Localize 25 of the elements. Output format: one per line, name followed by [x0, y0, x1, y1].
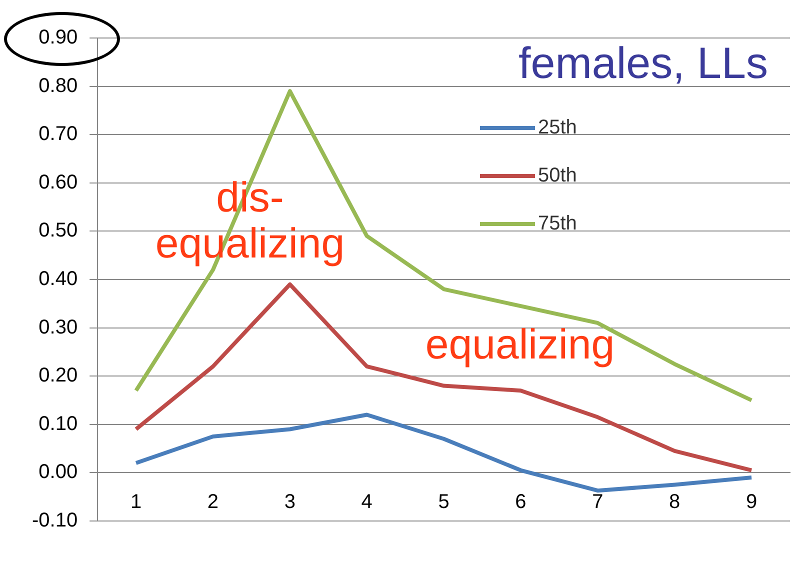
x-tick-label: 1 — [130, 491, 142, 514]
x-tick-label: 7 — [592, 491, 604, 514]
y-tick-label: 0.00 — [38, 461, 78, 484]
legend-label: 75th — [538, 212, 577, 235]
y-tick-label: -0.10 — [32, 510, 78, 532]
chart-title: females, LLs — [518, 39, 768, 88]
y-tick-label: 0.20 — [38, 364, 78, 387]
y-tick-label: 0.90 — [38, 26, 78, 49]
x-tick-label: 2 — [207, 491, 219, 514]
legend-label: 50th — [538, 164, 577, 187]
y-tick-label: 0.70 — [38, 123, 78, 146]
x-tick-label: 3 — [284, 491, 296, 514]
x-tick-label: 5 — [438, 491, 450, 514]
y-tick-label: 0.30 — [38, 316, 78, 338]
x-tick-label: 9 — [746, 491, 758, 514]
legend-label: 25th — [538, 116, 577, 139]
y-tick-label: 0.10 — [38, 412, 78, 435]
x-tick-label: 4 — [361, 491, 372, 514]
y-tick-label: 0.60 — [38, 171, 78, 194]
annotation: equalizing — [425, 320, 615, 368]
x-tick-label: 6 — [515, 491, 526, 514]
y-tick-label: 0.80 — [38, 74, 78, 97]
y-tick-label: 0.50 — [38, 220, 78, 242]
x-tick-label: 8 — [669, 491, 680, 514]
y-tick-label: 0.40 — [38, 268, 78, 290]
